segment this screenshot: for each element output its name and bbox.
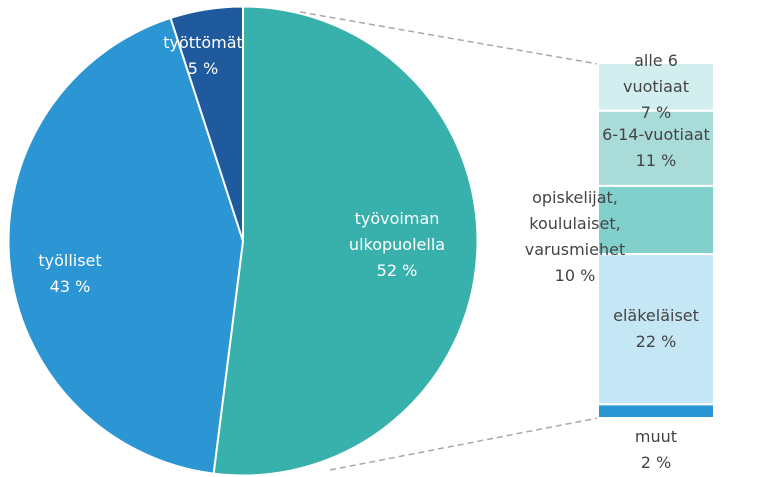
category-label: työlliset [38,251,102,270]
category-label: 6-14-vuotiaat [602,125,710,145]
category-label: alle 6 vuotiaat [623,50,689,96]
category-label: muut [634,427,678,446]
category-label: työvoiman ulkopuolella [348,209,446,254]
data-label: 6-14-vuotiaat 11 % [602,122,710,174]
pie-slice [7,16,245,475]
value-label: 2 % [640,453,672,472]
data-label: opiskelijat, koululaiset, varusmiehet 10 … [525,185,625,289]
data-label: alle 6 vuotiaat 7 % [600,48,712,126]
connector [329,417,599,471]
data-label: työttömät 5 % [163,30,243,82]
value-label: 7 % [640,102,672,122]
value-label: 52 % [376,261,418,280]
data-label: muut 2 % [635,424,677,476]
data-label: eläkeläiset 22 % [613,303,699,355]
connector [299,11,599,65]
value-label: 10 % [554,266,596,285]
value-label: 22 % [635,332,677,352]
value-label: 11 % [635,151,677,171]
value-label: 43 % [49,277,91,296]
data-label: työlliset 43 % [38,248,101,300]
pie-slice [169,5,244,242]
pie-slice [212,5,479,477]
category-label: työttömät [163,33,243,52]
bar-segment [597,403,715,420]
data-label: työvoiman ulkopuolella 52 % [349,206,445,284]
bar-segment [597,62,715,112]
category-label: eläkeläiset [613,306,699,326]
value-label: 5 % [187,59,219,78]
category-label: opiskelijat, koululaiset, varusmiehet [524,188,626,259]
